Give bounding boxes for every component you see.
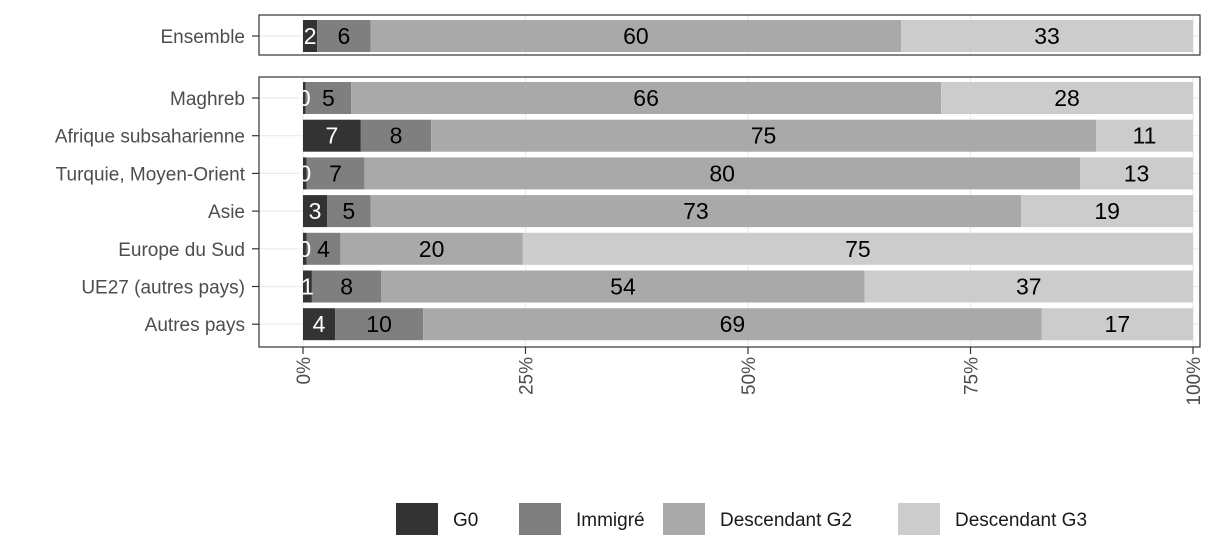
data-label: 0 (298, 85, 311, 111)
category-label: Afrique subsaharienne (55, 127, 245, 148)
category-label: Ensemble (161, 27, 246, 48)
data-label: 66 (633, 85, 659, 111)
bar-segment (317, 20, 371, 52)
bar-segment (901, 20, 1193, 52)
panel-border (258, 76, 1201, 348)
data-label: 75 (845, 236, 871, 262)
legend-item: Immigré (519, 503, 645, 535)
data-label: 8 (340, 274, 353, 300)
bar-segment (306, 157, 365, 190)
panel-border (258, 14, 1201, 56)
data-label: 75 (751, 123, 777, 149)
data-label: 54 (610, 274, 636, 300)
data-label: 11 (1133, 123, 1157, 149)
x-tick-label: 25% (517, 357, 538, 395)
category-label: Turquie, Moyen-Orient (56, 164, 246, 185)
bar-segment (360, 119, 432, 152)
bar-segment (303, 20, 318, 52)
data-label: 10 (366, 311, 392, 337)
category-label: Autres pays (145, 315, 245, 336)
bar-segment (351, 82, 942, 114)
legend-swatch (898, 503, 940, 535)
data-label: 5 (322, 85, 335, 111)
data-label: 80 (709, 160, 735, 186)
label-layer: 2 6 60 330 5 66 287 8 75 110 7 80 133 5 73 190 4 20 751 8 54… (298, 23, 1157, 337)
bar-segment (1041, 308, 1193, 341)
data-label: 28 (1054, 85, 1080, 111)
bar-layer (303, 20, 1193, 341)
data-label: 17 (1105, 311, 1131, 337)
bar-segment (431, 119, 1096, 152)
bar-segment (306, 232, 341, 265)
data-label: 0 (298, 160, 311, 186)
legend-label: Descendant G3 (955, 510, 1087, 531)
data-label: 37 (1016, 274, 1042, 300)
data-label: 8 (390, 123, 403, 149)
bar-segment (303, 195, 328, 228)
data-label: 2 (304, 23, 317, 49)
bar-segment (305, 82, 352, 114)
bar-segment (522, 232, 1193, 265)
category-label: Asie (208, 202, 245, 223)
data-label: 73 (683, 198, 709, 224)
bar-segment (1021, 195, 1193, 228)
bar-segment (423, 308, 1042, 341)
data-label: 4 (317, 236, 330, 262)
bar-segment (303, 270, 312, 303)
data-label: 4 (313, 311, 326, 337)
data-label: 6 (338, 23, 351, 49)
data-label: 20 (419, 236, 445, 262)
bar-segment (340, 232, 523, 265)
category-label: UE27 (autres pays) (81, 278, 245, 299)
legend-label: G0 (453, 510, 478, 531)
x-tick-label: 100% (1184, 357, 1205, 406)
legend-item: G0 (396, 503, 478, 535)
legend-swatch (396, 503, 438, 535)
bar-segment (303, 82, 306, 114)
data-label: 5 (342, 198, 355, 224)
legend-item: Descendant G3 (898, 503, 1087, 535)
bar-segment (364, 157, 1080, 190)
data-label: 3 (309, 198, 322, 224)
bar-segment (311, 270, 382, 303)
category-label: Maghreb (170, 89, 245, 110)
x-tick-label: 50% (739, 357, 760, 395)
bar-segment (370, 20, 902, 52)
bar-segment (303, 157, 307, 190)
data-label: 7 (326, 123, 339, 149)
bar-segment (941, 82, 1193, 114)
legend-item: Descendant G2 (663, 503, 852, 535)
legend-swatch (663, 503, 705, 535)
x-tick-label: 0% (294, 357, 315, 385)
bar-segment (303, 119, 361, 152)
bar-segment (864, 270, 1193, 303)
bar-segment (1095, 119, 1193, 152)
legend-swatch (519, 503, 561, 535)
data-label: 19 (1094, 198, 1120, 224)
bar-segment (303, 232, 307, 265)
legend-label: Descendant G2 (720, 510, 852, 531)
data-label: 69 (720, 311, 746, 337)
data-label: 1 (301, 274, 314, 300)
axis-layer: Ensemble Maghreb Afrique subsaharienne Turq… (55, 27, 1205, 406)
data-label: 7 (329, 160, 342, 186)
bar-segment (303, 308, 336, 341)
bar-segment (335, 308, 424, 341)
panel-frames (258, 14, 1201, 348)
data-label: 0 (298, 236, 311, 262)
bar-segment (381, 270, 865, 303)
bar-segment (1079, 157, 1193, 190)
bar-segment (327, 195, 371, 228)
data-label: 33 (1034, 23, 1060, 49)
bar-segment (370, 195, 1022, 228)
data-label: 60 (623, 23, 649, 49)
category-label: Europe du Sud (118, 240, 245, 261)
x-tick-label: 75% (962, 357, 983, 395)
data-label: 13 (1124, 160, 1150, 186)
legend-label: Immigré (576, 510, 645, 531)
legend: G0 Immigré Descendant G2 Descendant G3 (396, 503, 1087, 535)
